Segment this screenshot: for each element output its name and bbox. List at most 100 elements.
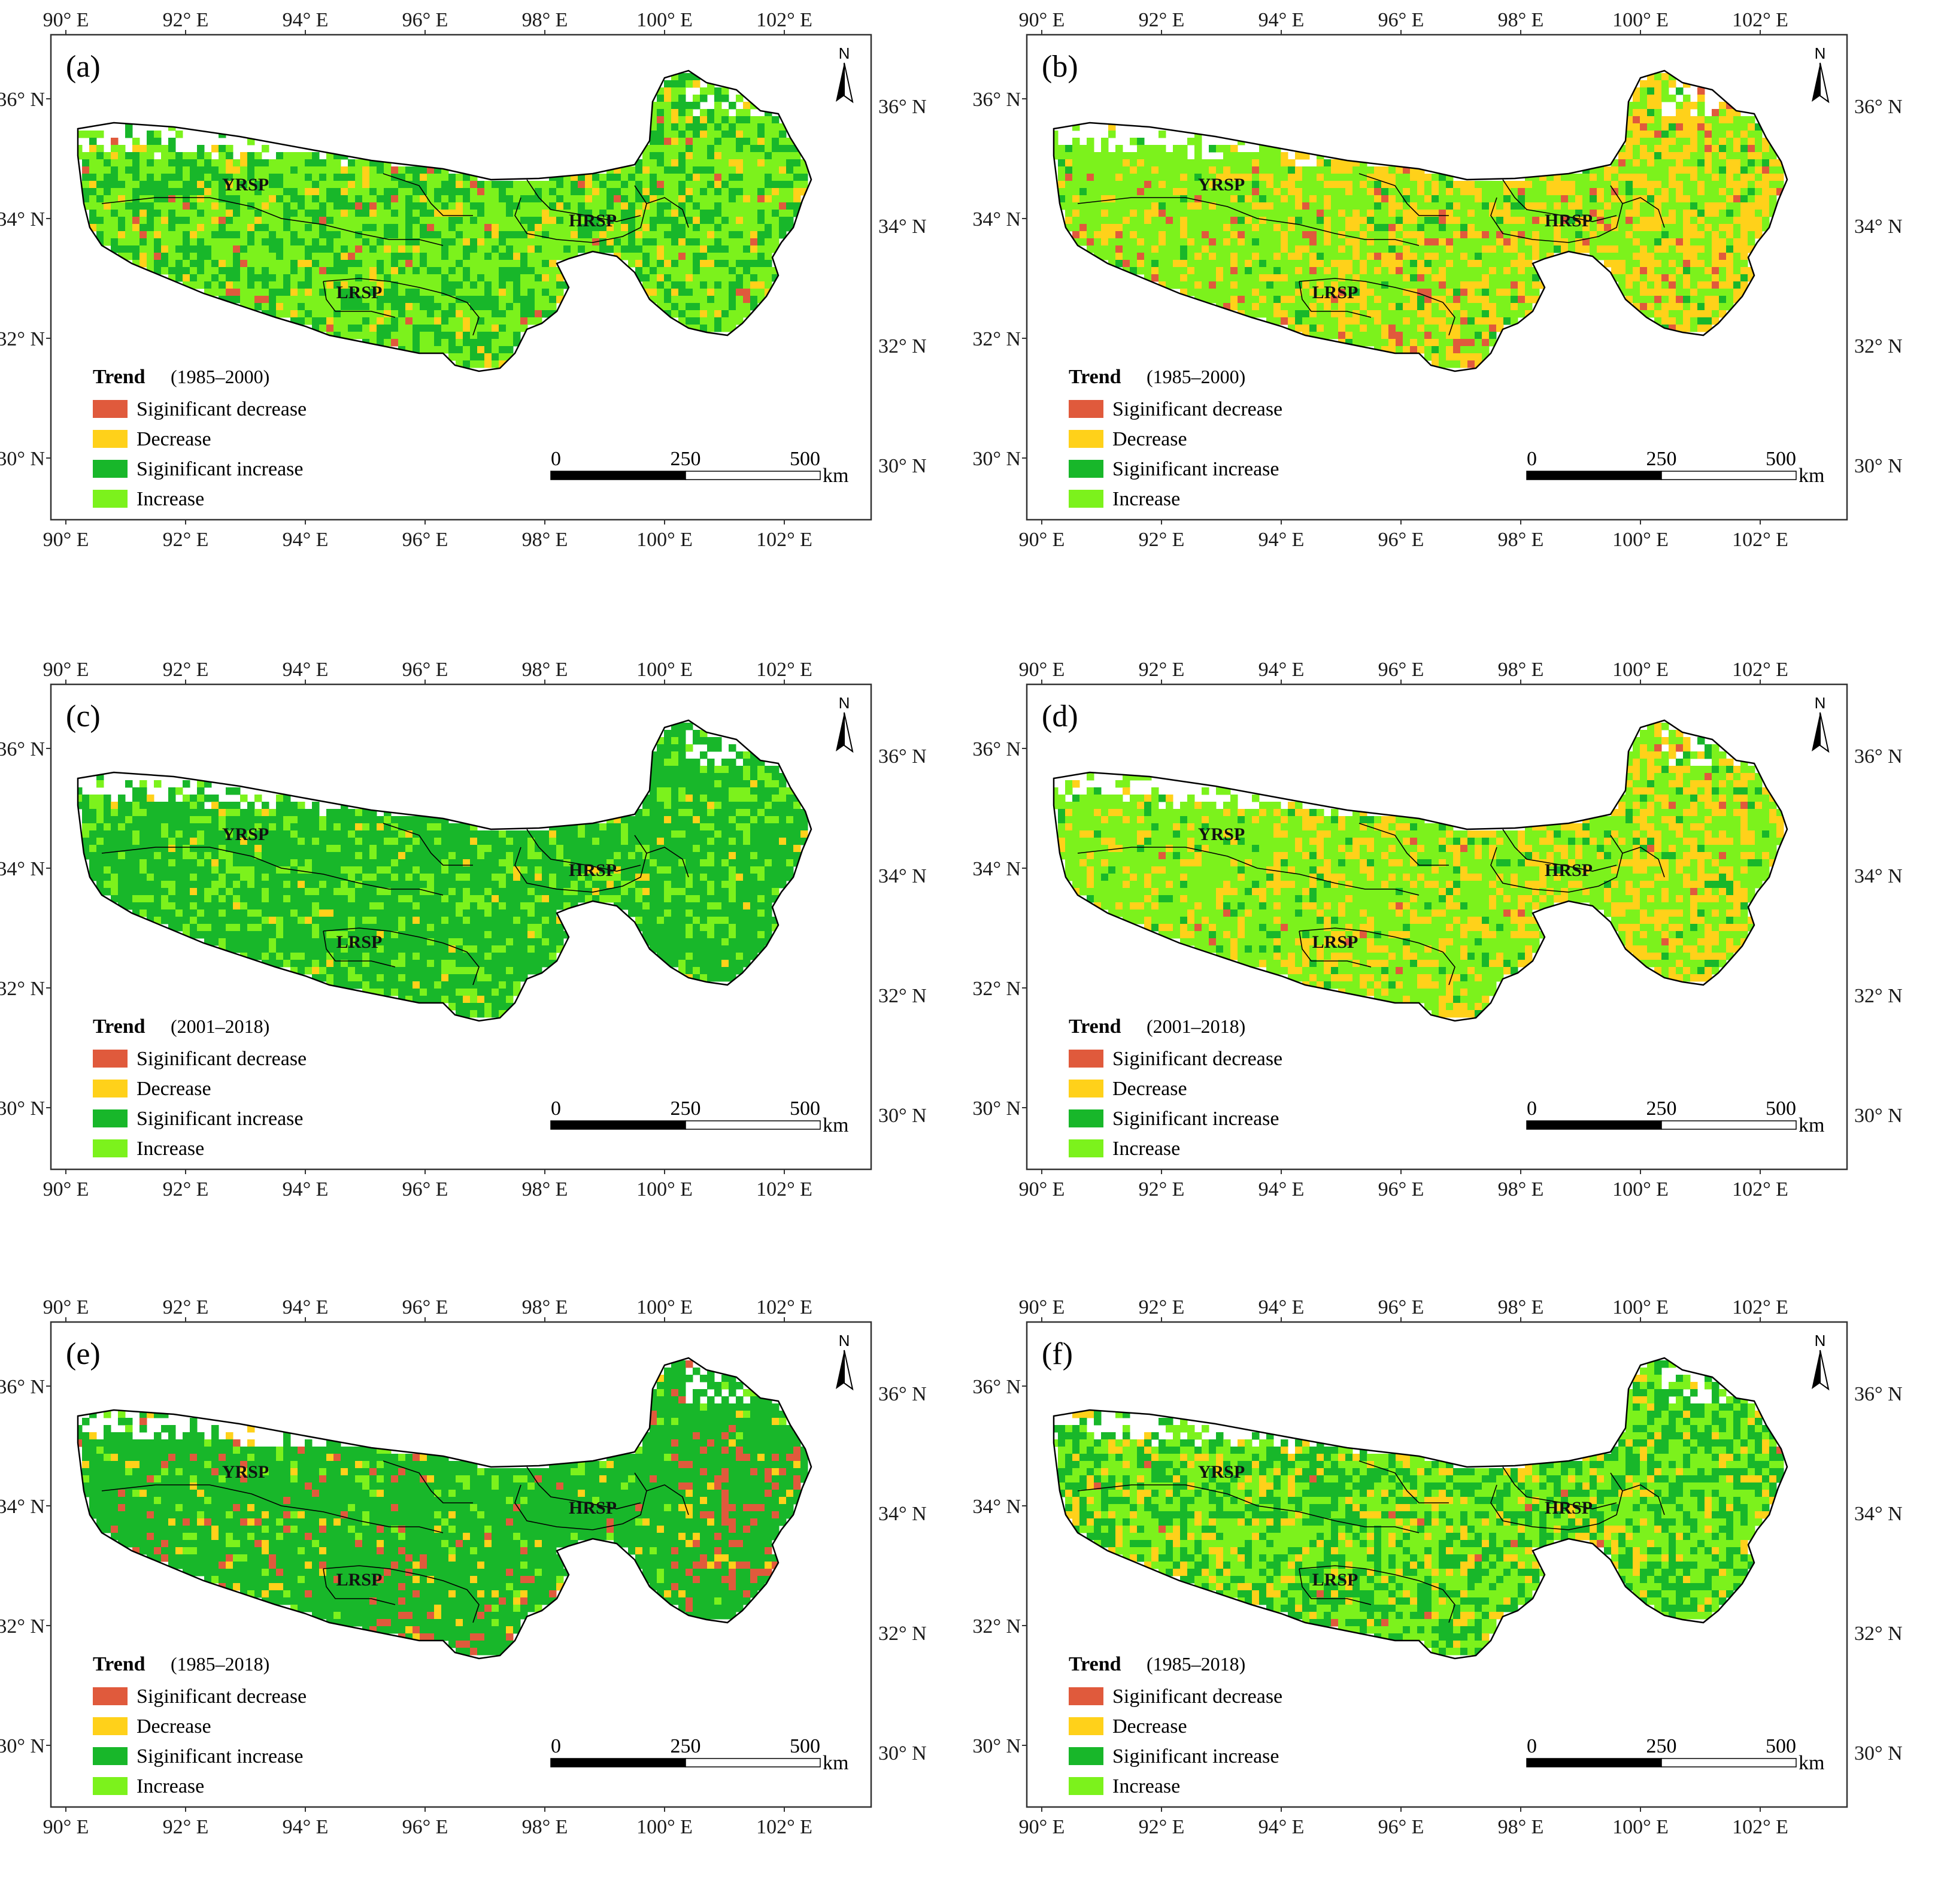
lat-label-left: 32° N bbox=[0, 1615, 45, 1638]
lat-label-right: 32° N bbox=[1854, 335, 1903, 357]
lat-label-right: 30° N bbox=[878, 455, 927, 477]
lon-label-bottom: 90° E bbox=[1019, 1816, 1065, 1838]
lat-label-left: 30° N bbox=[0, 1097, 45, 1120]
scale-tick-label: 0 bbox=[551, 1735, 561, 1757]
lon-label-top: 96° E bbox=[402, 1296, 448, 1318]
lon-label-top: 94° E bbox=[283, 659, 329, 681]
lat-label-left: 34° N bbox=[0, 208, 45, 231]
legend-swatch bbox=[93, 460, 128, 478]
lon-label-bottom: 92° E bbox=[1139, 1816, 1185, 1838]
map-svg: 90° E90° E92° E92° E94° E94° E96° E96° E… bbox=[976, 1287, 1950, 1904]
lat-label-left: 34° N bbox=[972, 1496, 1021, 1518]
legend-item-label: Siginificant increase bbox=[1112, 1108, 1279, 1130]
scale-tick-label: 250 bbox=[671, 1097, 701, 1120]
panel-letter: (b) bbox=[1042, 50, 1078, 84]
lon-label-top: 102° E bbox=[756, 659, 812, 681]
region-label-yrsp: YRSP bbox=[1198, 175, 1245, 195]
lon-label-top: 102° E bbox=[1732, 9, 1788, 31]
scale-tick-label: 0 bbox=[1527, 1735, 1537, 1757]
lon-label-bottom: 94° E bbox=[1258, 1178, 1305, 1200]
lon-label-bottom: 92° E bbox=[1139, 1178, 1185, 1200]
lon-label-top: 98° E bbox=[1498, 1296, 1544, 1318]
lat-label-left: 36° N bbox=[0, 738, 45, 760]
legend-item-label: Siginificant decrease bbox=[137, 1048, 307, 1070]
legend-item-label: Increase bbox=[137, 488, 204, 510]
lon-label-bottom: 100° E bbox=[636, 1178, 693, 1200]
scale-tick-label: 500 bbox=[1766, 1097, 1796, 1120]
lon-label-bottom: 98° E bbox=[522, 1816, 568, 1838]
lat-label-right: 34° N bbox=[1854, 216, 1903, 238]
legend-swatch bbox=[93, 1747, 128, 1765]
lon-label-top: 98° E bbox=[522, 1296, 568, 1318]
legend-item-label: Siginificant increase bbox=[137, 1108, 304, 1130]
region-label-hrsp: HRSP bbox=[569, 1498, 617, 1518]
lat-label-left: 30° N bbox=[972, 1097, 1021, 1120]
legend-item-label: Increase bbox=[137, 1138, 204, 1160]
panel-letter: (f) bbox=[1042, 1337, 1073, 1371]
lat-label-left: 32° N bbox=[972, 978, 1021, 1000]
legend-item-label: Siginificant decrease bbox=[1112, 1685, 1282, 1708]
lon-label-bottom: 100° E bbox=[1612, 1178, 1669, 1200]
legend-swatch bbox=[93, 1687, 128, 1705]
scale-tick-label: 500 bbox=[790, 1735, 820, 1757]
scale-tick-label: 0 bbox=[1527, 448, 1537, 470]
lon-label-bottom: 92° E bbox=[163, 1178, 209, 1200]
region-label-hrsp: HRSP bbox=[1545, 860, 1593, 880]
legend-item-label: Siginificant decrease bbox=[1112, 398, 1282, 420]
scale-tick-label: 250 bbox=[671, 1735, 701, 1757]
lon-label-top: 90° E bbox=[1019, 9, 1065, 31]
region-label-yrsp: YRSP bbox=[1198, 1462, 1245, 1482]
lon-label-bottom: 102° E bbox=[1732, 529, 1788, 551]
lat-label-left: 32° N bbox=[972, 328, 1021, 350]
lon-label-bottom: 94° E bbox=[283, 1178, 329, 1200]
panel-letter: (a) bbox=[66, 50, 101, 84]
lon-label-bottom: 90° E bbox=[43, 529, 89, 551]
lon-label-top: 102° E bbox=[1732, 659, 1788, 681]
region-label-hrsp: HRSP bbox=[1545, 1498, 1593, 1518]
region-label-hrsp: HRSP bbox=[569, 860, 617, 880]
scale-tick-label: 250 bbox=[671, 448, 701, 470]
legend-swatch bbox=[1069, 490, 1103, 508]
lon-label-top: 94° E bbox=[1258, 9, 1305, 31]
panel-letter: (d) bbox=[1042, 699, 1078, 733]
lon-label-top: 100° E bbox=[1612, 659, 1669, 681]
map-svg: 90° E90° E92° E92° E94° E94° E96° E96° E… bbox=[976, 0, 1950, 617]
lon-label-top: 98° E bbox=[522, 9, 568, 31]
scale-unit: km bbox=[823, 1752, 848, 1774]
legend-item-label: Decrease bbox=[1112, 1715, 1187, 1738]
scale-tick-label: 0 bbox=[551, 448, 561, 470]
lon-label-top: 90° E bbox=[43, 9, 89, 31]
legend-title: Trend bbox=[1069, 1653, 1121, 1675]
scale-tick-label: 500 bbox=[790, 1097, 820, 1120]
lon-label-top: 98° E bbox=[1498, 9, 1544, 31]
lat-label-right: 30° N bbox=[1854, 455, 1903, 477]
lon-label-top: 96° E bbox=[1378, 1296, 1424, 1318]
legend-item-label: Siginificant increase bbox=[1112, 458, 1279, 480]
legend-swatch bbox=[1069, 430, 1103, 448]
lat-label-right: 30° N bbox=[878, 1742, 927, 1764]
lon-label-bottom: 90° E bbox=[1019, 1178, 1065, 1200]
lat-label-left: 30° N bbox=[0, 448, 45, 470]
lon-label-top: 98° E bbox=[1498, 659, 1544, 681]
legend-swatch bbox=[1069, 1080, 1103, 1097]
legend-item-label: Decrease bbox=[137, 1715, 211, 1738]
lat-label-right: 34° N bbox=[1854, 1503, 1903, 1525]
lat-label-right: 32° N bbox=[878, 985, 927, 1007]
lon-label-top: 100° E bbox=[636, 9, 693, 31]
scale-tick-label: 500 bbox=[1766, 1735, 1796, 1757]
lon-label-bottom: 96° E bbox=[1378, 1816, 1424, 1838]
lat-label-right: 32° N bbox=[878, 1623, 927, 1645]
lon-label-bottom: 96° E bbox=[402, 1816, 448, 1838]
region-label-yrsp: YRSP bbox=[222, 824, 269, 844]
lat-label-right: 36° N bbox=[1854, 1383, 1903, 1405]
lon-label-top: 90° E bbox=[1019, 659, 1065, 681]
legend-swatch bbox=[93, 400, 128, 418]
legend-period: (2001–2018) bbox=[171, 1015, 269, 1037]
legend-swatch bbox=[93, 490, 128, 508]
legend-swatch bbox=[1069, 1139, 1103, 1157]
lon-label-top: 102° E bbox=[756, 9, 812, 31]
lon-label-top: 96° E bbox=[402, 9, 448, 31]
lat-label-left: 34° N bbox=[972, 858, 1021, 880]
region-label-hrsp: HRSP bbox=[1545, 211, 1593, 231]
